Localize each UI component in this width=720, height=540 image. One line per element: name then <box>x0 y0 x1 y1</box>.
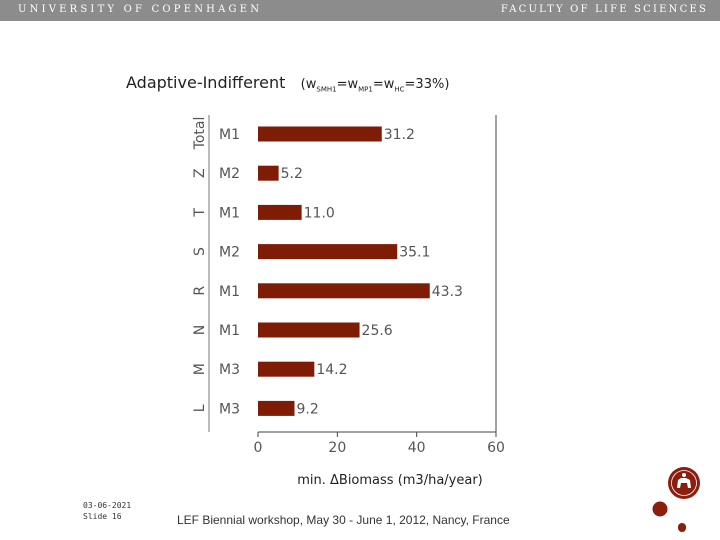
bar-value-label: 5.2 <box>281 166 303 182</box>
bar <box>258 165 279 181</box>
bar <box>258 361 315 377</box>
decorative-dots-icon <box>652 501 686 532</box>
bar-value-label: 31.2 <box>384 127 415 143</box>
x-tick-label: 20 <box>328 440 346 456</box>
x-axis-label: min. ΔBiomass (m3/ha/year) <box>297 473 483 488</box>
bar-value-label: 11.0 <box>304 205 335 221</box>
bar <box>258 283 430 299</box>
group-label: Z <box>192 168 208 178</box>
category-label: M3 <box>219 362 240 378</box>
bar-value-label: 43.3 <box>432 284 463 300</box>
bar <box>258 204 302 220</box>
category-label: M1 <box>219 127 240 143</box>
slide-info: 03-06-2021 Slide 16 <box>83 500 131 522</box>
x-tick-label: 0 <box>254 440 263 456</box>
slide-title: Adaptive-Indifferent (wSMH1=wMP1=wHC=33%… <box>126 73 449 94</box>
bar-value-label: 14.2 <box>316 362 347 378</box>
category-label: M3 <box>219 401 240 417</box>
bar <box>258 400 295 416</box>
bar <box>258 322 360 338</box>
title-weights: (wSMH1=wMP1=wHC=33%) <box>300 77 450 94</box>
category-label: M2 <box>219 245 240 261</box>
faculty-name: FACULTY OF LIFE SCIENCES <box>500 4 708 15</box>
bar-value-label: 35.1 <box>399 245 430 261</box>
group-label: S <box>192 247 208 256</box>
category-label: M1 <box>219 284 240 300</box>
group-label: T <box>192 208 208 218</box>
group-label: Total <box>192 117 208 151</box>
group-label: N <box>192 325 208 335</box>
header-bar: UNIVERSITY OF COPENHAGEN FACULTY OF LIFE… <box>0 0 720 21</box>
footer-event: LEF Biennial workshop, May 30 - June 1, … <box>177 513 510 527</box>
category-label: M1 <box>219 323 240 339</box>
bar-value-label: 9.2 <box>296 401 318 417</box>
group-label: M <box>192 363 208 375</box>
x-tick-label: 40 <box>408 440 426 456</box>
group-label: R <box>192 286 208 296</box>
slide-date: 03-06-2021 <box>83 501 132 510</box>
category-label: M1 <box>219 205 240 221</box>
category-label: M2 <box>219 166 240 182</box>
x-tick-label: 60 <box>487 440 505 456</box>
title-main: Adaptive-Indifferent <box>126 73 286 92</box>
bar <box>258 126 382 142</box>
university-name: UNIVERSITY OF COPENHAGEN <box>18 4 263 15</box>
slide-number: Slide 16 <box>83 512 122 521</box>
bar-value-label: 25.6 <box>362 323 393 339</box>
group-label: L <box>192 404 208 412</box>
bar <box>258 244 398 260</box>
